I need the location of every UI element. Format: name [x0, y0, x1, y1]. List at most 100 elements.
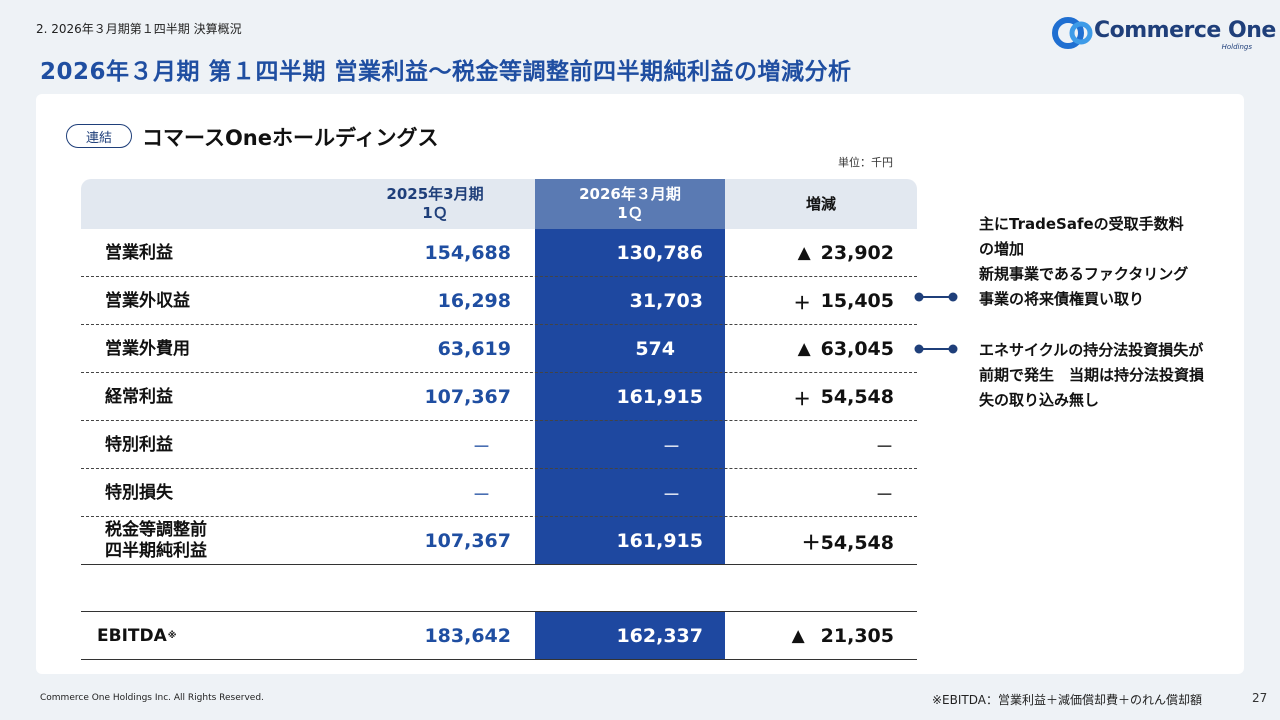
row-diff-sign: ▲	[797, 243, 811, 263]
note-line: 新規事業であるファクタリング	[979, 265, 1189, 283]
row-current-value: 161,915	[616, 530, 703, 552]
note-non-operating-expense: エネサイクルの持分法投資損失が 前期で発生 当期は持分法投資損 失の取り込み無し	[979, 338, 1204, 413]
row-label-line1: 税金等調整前	[105, 520, 207, 540]
logo-name: Commerce One	[1094, 18, 1276, 43]
logo-sub: Holdings	[1221, 43, 1252, 51]
row-divider	[81, 420, 917, 421]
note-non-operating-income: 主にTradeSafeの受取手数料 の増加 新規事業であるファクタリング 事業の…	[979, 212, 1188, 312]
table-row-non-operating-expense: 営業外費用 63,619 574 ▲ 63,045	[81, 325, 917, 373]
current-column-ebitda-background	[535, 612, 725, 660]
ebitda-footnote: ※EBITDA：営業利益＋減価償却費＋のれん償却額	[932, 693, 1202, 707]
row-current-value: 162,337	[616, 625, 703, 647]
row-label: 営業利益	[105, 242, 173, 263]
row-diff-sign: ＋	[793, 293, 811, 314]
row-current-value: －	[661, 435, 681, 458]
row-diff-amount: 54,548	[820, 386, 894, 408]
column-header-cur-line2: 1Ｑ	[617, 204, 643, 222]
table-header-background	[81, 179, 917, 229]
row-diff-sign: ▲	[797, 339, 811, 359]
row-diff-value: －	[726, 421, 894, 469]
row-label: 特別利益	[105, 434, 173, 455]
current-column-background	[535, 229, 725, 564]
ebitda-label: EBITDA	[97, 625, 167, 646]
row-label-line2: 四半期純利益	[105, 541, 207, 561]
unit-label: 単位：千円	[838, 156, 893, 169]
table-row-non-operating-income: 営業外収益 16,298 31,703 ＋ 15,405	[81, 277, 917, 325]
company-name: コマースOneホールディングス	[142, 126, 439, 150]
row-divider	[81, 276, 917, 277]
row-prev-value: 16,298	[437, 290, 511, 312]
row-label: 営業外費用	[105, 338, 190, 359]
ebitda-note-mark: ※	[167, 630, 177, 641]
column-header-prev-year: 2025年3月期 1Ｑ	[340, 182, 530, 226]
row-prev-value: 63,619	[437, 338, 511, 360]
page-title: 2026年３月期 第１四半期 営業利益～税金等調整前四半期純利益の増減分析	[40, 59, 852, 85]
column-header-current-year: 2026年３月期 1Ｑ	[535, 182, 725, 226]
current-column-header-background	[535, 179, 725, 229]
row-diff-value: ▲ 63,045	[726, 325, 894, 373]
column-header-diff-label: 増減	[805, 194, 836, 213]
table-spacer-row	[81, 564, 917, 612]
row-diff-value: －	[726, 469, 894, 517]
table-row-pretax-profit: 税金等調整前 四半期純利益 107,367 161,915 ＋54,548	[81, 517, 917, 565]
row-diff-amount: 15,405	[820, 290, 894, 312]
connector-expense-icon	[914, 344, 958, 354]
row-diff-value: ▲ 21,305	[726, 612, 894, 660]
note-line: 失の取り込み無し	[979, 391, 1100, 409]
column-header-prev-line1: 2025年3月期	[386, 185, 484, 203]
table-row-extraordinary-income: 特別利益 － － －	[81, 421, 917, 469]
row-prev-value: －	[471, 483, 491, 506]
company-logo: Commerce One Holdings	[1052, 14, 1276, 56]
note-line: 前期で発生 当期は持分法投資損	[979, 366, 1205, 384]
row-current-value: －	[661, 483, 681, 506]
row-current-value: 574	[635, 338, 675, 360]
note-line: エネサイクルの持分法投資損失が	[979, 341, 1204, 359]
row-diff-value: ＋54,548	[726, 517, 894, 565]
row-divider	[81, 611, 917, 612]
row-diff-amount: 21,305	[820, 625, 894, 647]
table-row-ordinary-profit: 経常利益 107,367 161,915 ＋ 54,548	[81, 373, 917, 421]
table-row-extraordinary-loss: 特別損失 － － －	[81, 469, 917, 517]
row-diff-sign: ＋	[793, 389, 811, 410]
row-label: 税金等調整前 四半期純利益	[105, 517, 207, 565]
row-diff-amount: ＋54,548	[801, 531, 894, 554]
row-diff-amount: 23,902	[820, 242, 894, 264]
note-line: 主にTradeSafeの受取手数料	[979, 215, 1184, 233]
row-divider	[81, 564, 917, 565]
note-line: 事業の将来債権買い取り	[979, 290, 1145, 308]
row-diff-sign: ▲	[791, 626, 805, 646]
row-diff-value: ＋ 15,405	[726, 277, 894, 325]
consolidated-badge: 連結	[66, 124, 132, 148]
row-label: EBITDA ※	[97, 612, 177, 660]
column-header-cur-line1: 2026年３月期	[579, 185, 681, 203]
row-label: 経常利益	[105, 386, 173, 407]
row-prev-value: 183,642	[424, 625, 511, 647]
row-divider	[81, 324, 917, 325]
logo-mark-icon	[1052, 17, 1093, 49]
row-label: 特別損失	[105, 482, 173, 503]
row-current-value: 31,703	[629, 290, 703, 312]
row-prev-value: 107,367	[424, 530, 511, 552]
column-header-prev-line2: 1Ｑ	[422, 204, 448, 222]
page-number: 27	[1252, 691, 1268, 705]
row-current-value: 161,915	[616, 386, 703, 408]
row-current-value: 130,786	[616, 242, 703, 264]
row-divider	[81, 516, 917, 517]
row-label: 営業外収益	[105, 290, 190, 311]
table-row-ebitda: EBITDA ※ 183,642 162,337 ▲ 21,305	[81, 612, 917, 660]
row-diff-amount: －	[874, 435, 894, 458]
note-line: の増加	[979, 240, 1025, 258]
row-prev-value: 107,367	[424, 386, 511, 408]
copyright: Commerce One Holdings Inc. All Rights Re…	[40, 693, 264, 703]
row-divider	[81, 372, 917, 373]
connector-income-icon	[914, 292, 958, 302]
row-diff-amount: －	[874, 483, 894, 506]
row-diff-value: ▲ 23,902	[726, 229, 894, 277]
breadcrumb: 2. 2026年３月期第１四半期 決算概況	[36, 22, 242, 36]
row-divider	[81, 468, 917, 469]
row-prev-value: －	[471, 435, 491, 458]
column-header-diff: 増減	[726, 182, 916, 226]
row-divider	[81, 659, 917, 660]
row-diff-value: ＋ 54,548	[726, 373, 894, 421]
table-row-operating-profit: 営業利益 154,688 130,786 ▲ 23,902	[81, 229, 917, 277]
